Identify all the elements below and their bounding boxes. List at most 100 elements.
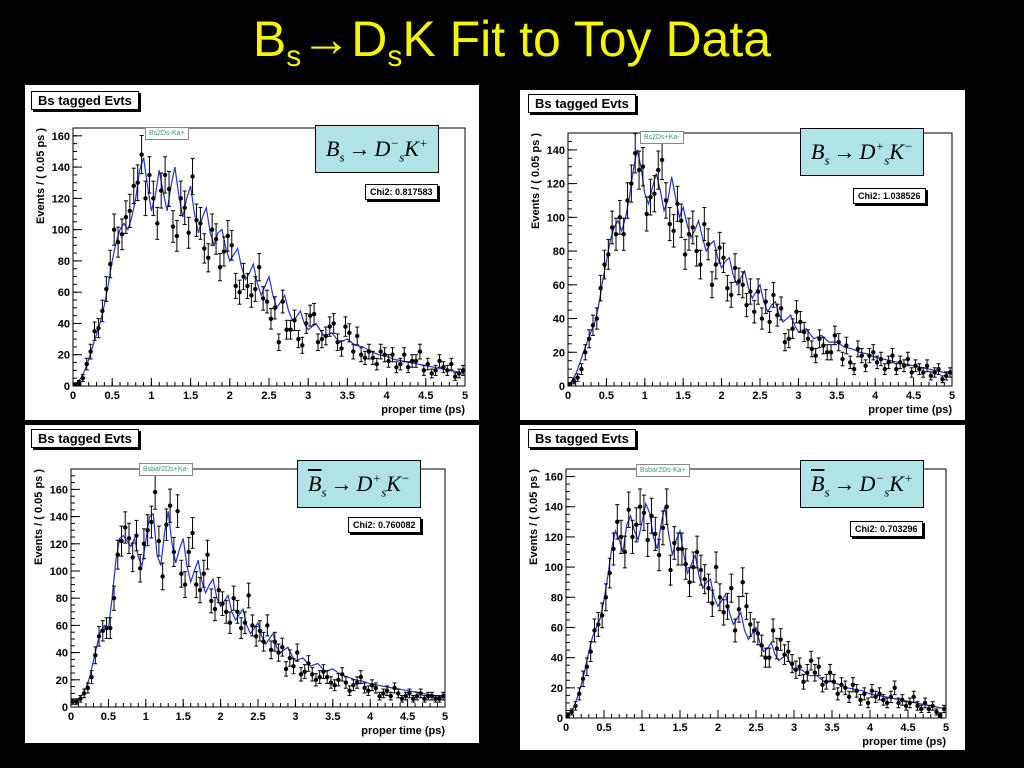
data-point [653, 531, 658, 537]
data-point [629, 181, 634, 186]
x-tick-label: 1.5 [176, 711, 191, 723]
data-point [253, 634, 259, 639]
data-point [901, 363, 907, 368]
data-point [702, 221, 707, 227]
data-point [874, 360, 880, 365]
data-point [417, 349, 423, 354]
data-point [721, 255, 726, 261]
data-point [300, 343, 305, 348]
data-point [759, 316, 765, 321]
data-point [869, 688, 875, 694]
data-point [115, 552, 120, 557]
component-label: Bsbar2Ds-Ka+ [636, 464, 690, 477]
data-point [445, 368, 450, 373]
y-tick-label: 120 [547, 179, 565, 191]
formula-k-sup: − [903, 138, 913, 154]
data-point [690, 225, 695, 230]
data-point [900, 697, 905, 703]
data-point [878, 356, 884, 362]
y-tick-label: 20 [56, 675, 68, 687]
y-tick-label: 20 [553, 347, 565, 359]
data-point [583, 350, 588, 355]
data-point [201, 571, 206, 576]
data-point [221, 249, 227, 254]
data-point [92, 329, 97, 334]
data-point [190, 530, 195, 536]
data-point [315, 340, 321, 345]
data-point [409, 358, 415, 364]
component-label: Bsbar2Ds+Ka- [139, 463, 193, 476]
data-point [178, 196, 183, 201]
data-point [229, 243, 234, 248]
x-tick-label: 0.5 [599, 390, 614, 402]
x-tick-label: 2 [719, 390, 725, 402]
data-point [336, 677, 341, 682]
data-point [640, 164, 646, 169]
data-point [377, 693, 382, 699]
data-point [433, 696, 438, 702]
y-axis-title: Events / ( 0.05 ps ) [528, 469, 540, 565]
data-point [732, 265, 738, 271]
data-point [786, 336, 791, 341]
data-point [369, 683, 375, 688]
plot-svg: 0 0.5 1 1.5 2 2.5 3 3.5 4 4.5 5 0 20 40 60 80 100 120 140 1… [528, 468, 949, 748]
data-point [744, 302, 749, 308]
data-point [840, 356, 845, 362]
data-point [411, 696, 416, 702]
data-point [740, 282, 745, 287]
formula-k-sup: + [418, 135, 428, 151]
plot-panel-top-right: 0 0.5 1 1.5 2 2.5 3 3.5 4 4.5 5 0 20 40 60 80 100 120 140 p… [520, 90, 965, 420]
data-point [940, 377, 945, 382]
data-point [317, 674, 322, 680]
data-point [621, 232, 626, 237]
data-point [310, 672, 315, 677]
data-point [70, 699, 76, 704]
data-point [139, 152, 144, 157]
data-point [924, 363, 930, 368]
formula-k-sup: − [400, 470, 410, 486]
data-point [449, 361, 454, 367]
decay-formula-box: Bs → D+sK− [297, 460, 421, 508]
histogram-title-box: Bs tagged Evts [31, 91, 139, 110]
data-point [702, 576, 707, 582]
data-point [413, 358, 419, 364]
data-point [659, 157, 665, 163]
data-point [398, 361, 403, 367]
data-point [209, 227, 215, 232]
x-tick-label: 4.5 [900, 722, 915, 734]
data-point [111, 596, 117, 601]
data-point [567, 382, 573, 387]
x-tick-label: 1 [148, 390, 154, 402]
data-point [280, 644, 285, 650]
data-point [276, 340, 281, 345]
data-point [100, 308, 105, 314]
data-point [848, 360, 853, 365]
data-point [909, 370, 914, 375]
data-point [198, 221, 203, 226]
data-point [396, 691, 401, 696]
data-point [755, 631, 761, 636]
data-point [335, 340, 340, 345]
data-point [626, 507, 631, 512]
data-point [327, 324, 332, 329]
data-point [873, 694, 878, 700]
data-point [732, 628, 738, 633]
data-point [268, 647, 274, 653]
data-point [660, 525, 666, 531]
x-tick-label: 0.5 [101, 711, 116, 723]
component-label: Bs2Ds-Ka+ [145, 127, 189, 140]
data-point [190, 174, 195, 179]
x-tick-label: 2.5 [748, 722, 763, 734]
data-point [767, 319, 772, 325]
data-point [324, 674, 330, 680]
data-point [261, 639, 266, 644]
x-tick-label: 0.5 [596, 722, 611, 734]
data-point [590, 323, 596, 328]
x-tick-label: 4.5 [418, 390, 433, 402]
data-point [96, 325, 101, 331]
data-point [216, 587, 221, 593]
data-point [609, 225, 615, 230]
x-tick-label: 1.5 [672, 722, 687, 734]
x-axis-title: proper time (ps) [862, 736, 946, 748]
data-point [381, 691, 386, 696]
